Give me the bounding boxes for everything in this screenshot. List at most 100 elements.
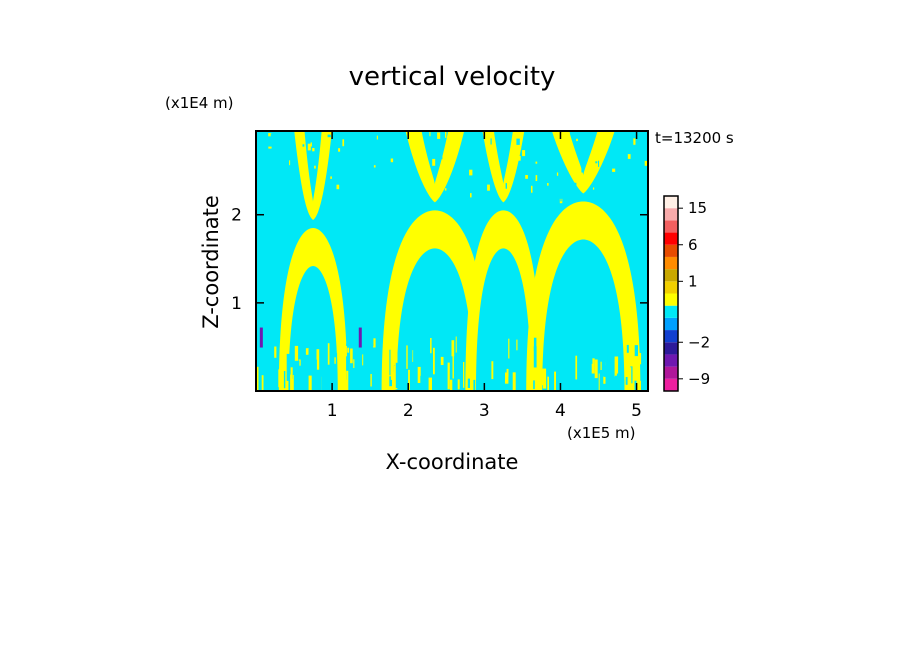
colorbar-swatch [664, 208, 678, 221]
field-speckle [532, 162, 536, 166]
field-speckle [395, 362, 399, 388]
field-speckle [495, 375, 498, 391]
field-speckle [508, 338, 510, 359]
field-speckle [644, 351, 646, 373]
field-speckle [541, 159, 543, 164]
field-speckle [522, 150, 526, 157]
colorbar-swatch [664, 354, 678, 367]
field-speckle [310, 347, 313, 354]
field-speckle [342, 139, 345, 147]
field-speckle [586, 150, 588, 155]
colorbar-swatch [664, 293, 678, 306]
field-speckle [455, 336, 457, 353]
field-speckle [389, 349, 391, 376]
field-speckle [377, 370, 380, 389]
field-speckle [278, 369, 281, 388]
field-speckle [440, 156, 443, 160]
x-axis-label: X-coordinate [386, 450, 519, 474]
field-speckle [430, 338, 432, 354]
field-speckle [469, 169, 473, 176]
colorbar-swatch [664, 220, 678, 233]
field-speckle [583, 143, 585, 150]
field-speckle [313, 337, 315, 362]
field-speckle [398, 142, 403, 147]
field-speckle [554, 371, 556, 391]
field-speckle [409, 347, 413, 365]
colorbar-swatch [664, 330, 678, 343]
field-speckle [467, 378, 470, 388]
field-speckle [390, 158, 394, 163]
field-speckle [451, 340, 455, 357]
field-speckle [346, 370, 349, 391]
field-speckle [369, 353, 372, 370]
x-axis: 1 2 3 4 5 [327, 131, 642, 421]
field-speckle [298, 359, 301, 366]
field-speckle [318, 375, 322, 391]
field-speckle [432, 158, 436, 166]
field-speckle [605, 350, 608, 374]
field-speckle [470, 193, 472, 198]
x-tick-label: 1 [327, 401, 338, 421]
field-speckle [308, 348, 311, 376]
upper-plume-gap-4 [569, 131, 598, 176]
colorbar-swatch [664, 269, 678, 282]
colorbar-swatch [664, 232, 678, 245]
chart-title: vertical velocity [349, 62, 556, 92]
field-speckle [461, 171, 463, 176]
field-speckle [621, 379, 625, 391]
field-speckle [437, 132, 441, 139]
field-speckle [487, 365, 490, 374]
field-speckle [433, 347, 435, 375]
field-speckle [626, 344, 629, 353]
field-speckle [533, 172, 535, 176]
field-speckle [542, 368, 547, 389]
y-tick-label: 1 [231, 294, 242, 314]
field-speckle [560, 195, 562, 202]
field-speckle [334, 357, 337, 364]
field-speckle [381, 195, 383, 199]
field-speckle [402, 179, 405, 184]
field-speckle [564, 336, 566, 353]
field-speckle [297, 362, 299, 378]
field-speckle [625, 377, 628, 385]
field-speckle [346, 352, 350, 380]
field-speckle [389, 376, 392, 387]
field-speckle [517, 145, 522, 150]
field-speckle [533, 346, 537, 368]
field-speckle [641, 369, 643, 391]
field-speckle [307, 143, 311, 151]
field-speckle [534, 195, 537, 199]
field-speckle [370, 338, 374, 347]
field-speckle [589, 341, 593, 364]
field-speckle [487, 184, 490, 191]
field-speckle [353, 176, 356, 184]
field-speckle [314, 165, 316, 169]
field-speckle [512, 372, 516, 391]
field-speckle [440, 356, 444, 365]
field-speckle [479, 144, 481, 147]
field-speckle [436, 342, 438, 359]
x-tick-label: 2 [403, 401, 414, 421]
colorbar-frame [663, 195, 679, 392]
field-speckle [614, 356, 619, 377]
field-speckle [644, 160, 648, 166]
field-speckle [466, 169, 470, 174]
heatmap-field [256, 131, 648, 391]
colorbar-swatch [664, 342, 678, 355]
field-speckle [420, 375, 423, 391]
field-speckle [256, 366, 259, 391]
field-speckle [324, 350, 327, 375]
field-speckle [268, 146, 272, 149]
field-speckle [583, 347, 587, 367]
field-speckle [428, 377, 432, 391]
field-speckle [325, 378, 329, 391]
colorbar-swatch [664, 244, 678, 257]
field-speckle [447, 360, 448, 380]
field-speckle [268, 133, 272, 137]
field-speckle [404, 374, 407, 386]
field-speckle [336, 184, 340, 190]
downdraft-core-3 [475, 248, 531, 391]
field-speckle [516, 138, 520, 145]
field-speckle [305, 348, 309, 355]
